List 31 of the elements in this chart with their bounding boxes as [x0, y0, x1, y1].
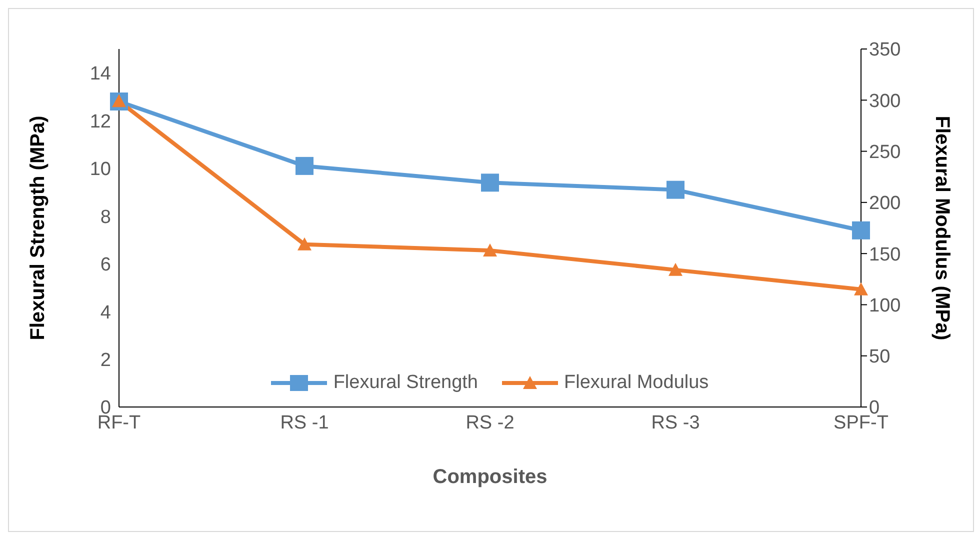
- point: [296, 156, 314, 175]
- x-tick-label: RS -3: [651, 412, 700, 434]
- legend-label: Flexural Modulus: [564, 372, 709, 394]
- y2-tick-label: 150: [869, 244, 901, 266]
- y-tick-label: 12: [90, 111, 111, 132]
- point: [481, 174, 499, 192]
- y2-tick-label: 50: [869, 346, 890, 368]
- point: [852, 221, 870, 240]
- y-tick-label: 2: [100, 350, 111, 372]
- y-tick-label: 8: [100, 206, 111, 228]
- point: [854, 282, 868, 296]
- point: [666, 180, 684, 199]
- y2-tick-label: 300: [869, 90, 901, 112]
- point: [483, 244, 497, 257]
- legend-label: Flexural Strength: [333, 372, 478, 394]
- y-axis-title: Flexural Strength (MPa): [27, 116, 50, 340]
- point: [668, 262, 682, 276]
- x-axis-title: Composites: [432, 466, 548, 488]
- y2-tick-label: 200: [869, 193, 901, 214]
- y2-tick-label: 350: [869, 40, 901, 61]
- y2-axis-title: Flexural Modulus (MPa): [930, 116, 953, 340]
- y-tick-label: 6: [100, 254, 111, 276]
- y2-tick-label: 250: [869, 142, 901, 164]
- x-tick-label: RS -2: [466, 412, 514, 434]
- y-tick-label: 14: [90, 64, 112, 85]
- y2-tick-label: 0: [869, 398, 880, 419]
- point: [298, 237, 312, 250]
- y-tick-label: 4: [100, 302, 112, 324]
- y2-tick-label: 100: [869, 295, 901, 316]
- y-tick-label: 10: [90, 159, 111, 180]
- x-tick-label: RS -1: [280, 412, 329, 434]
